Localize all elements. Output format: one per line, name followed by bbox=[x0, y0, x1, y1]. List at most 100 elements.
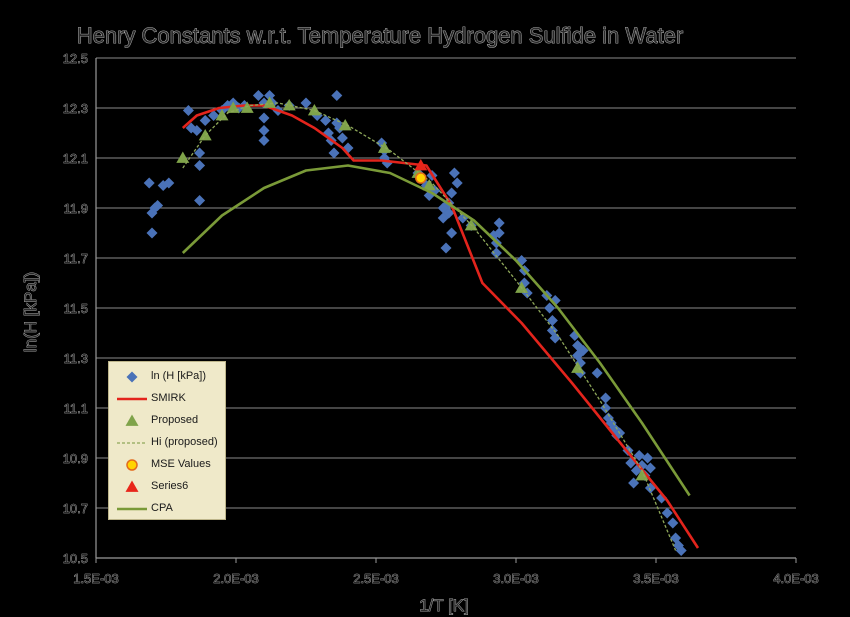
data-point-ln-h-kpa bbox=[336, 132, 348, 144]
y-tick-label: 11.5 bbox=[64, 301, 88, 316]
data-point-ln-h-kpa bbox=[544, 302, 556, 314]
legend-label: Hi (proposed) bbox=[151, 436, 218, 448]
legend-label: Proposed bbox=[151, 414, 199, 426]
data-point-proposed bbox=[377, 141, 391, 153]
legend-label: Series6 bbox=[151, 480, 189, 492]
y-tick-label: 12.5 bbox=[63, 51, 88, 66]
data-point-ln-h-kpa bbox=[182, 105, 194, 116]
data-point-ln-h-kpa bbox=[194, 147, 206, 159]
legend-swatch-smirk bbox=[117, 397, 147, 401]
series-cpa bbox=[181, 164, 691, 497]
data-point-ln-h-kpa bbox=[143, 177, 155, 189]
data-point-ln-h-kpa bbox=[152, 200, 164, 211]
series-line-smirk bbox=[181, 104, 700, 549]
data-point-ln-h-kpa bbox=[328, 147, 340, 159]
legend-swatch-proposed bbox=[125, 414, 139, 426]
legend-item-cpa: CPA bbox=[109, 499, 227, 519]
x-tick-label: 2.0E-03 bbox=[213, 571, 259, 586]
x-tick-label: 1.5E-03 bbox=[73, 571, 119, 586]
x-axis-title: 1/T [K] bbox=[419, 596, 469, 615]
data-point-proposed bbox=[422, 179, 436, 191]
data-point-ln-h-kpa bbox=[591, 367, 603, 379]
data-point-ln-h-kpa bbox=[493, 217, 505, 229]
legend-label: MSE Values bbox=[151, 458, 211, 470]
data-point-proposed bbox=[263, 96, 277, 108]
legend-swatch-hi-proposed bbox=[117, 442, 147, 444]
series-line-hi-proposed bbox=[182, 102, 677, 551]
legend-swatch-ln-h-kpa bbox=[126, 371, 138, 383]
data-point-series6 bbox=[414, 159, 428, 171]
data-point-ln-h-kpa bbox=[258, 112, 270, 124]
data-point-ln-h-kpa bbox=[252, 90, 264, 101]
data-point-ln-h-kpa bbox=[208, 110, 220, 121]
axis-layer: 10.5 10.7 10.9 11.1 11.3 11.5 11.7 11.9 12.1 12.3… bbox=[62, 51, 819, 587]
x-tick-label: 3.5E-03 bbox=[633, 571, 679, 586]
data-point-ln-h-kpa bbox=[194, 195, 206, 206]
data-point-ln-h-kpa bbox=[194, 160, 206, 171]
y-tick-label: 11.7 bbox=[64, 251, 88, 266]
chart-title: Henry Constants w.r.t. Temperature Hydro… bbox=[77, 23, 684, 48]
x-tick-label: 2.5E-03 bbox=[353, 571, 399, 586]
y-axis-title: ln(H [kPa]) bbox=[21, 272, 40, 352]
data-point-ln-h-kpa bbox=[258, 135, 270, 146]
data-point-ln-h-kpa bbox=[636, 460, 648, 471]
y-tick-label: 10.5 bbox=[63, 551, 88, 566]
data-point-ln-h-kpa bbox=[493, 227, 505, 239]
y-tick-label: 11.3 bbox=[64, 351, 88, 366]
x-tick-label: 3.0E-03 bbox=[493, 571, 539, 586]
data-point-proposed bbox=[338, 119, 352, 131]
data-point-ln-h-kpa bbox=[600, 402, 612, 414]
data-point-ln-h-kpa bbox=[451, 177, 463, 189]
legend-item-series6: Series6 bbox=[109, 477, 227, 497]
data-point-mse-values bbox=[415, 172, 427, 184]
data-point-ln-h-kpa bbox=[440, 242, 452, 254]
data-point-ln-h-kpa bbox=[642, 452, 654, 464]
legend-label: SMIRK bbox=[151, 392, 186, 404]
series-layer bbox=[143, 90, 700, 556]
x-tick-label: 4.0E-03 bbox=[773, 571, 819, 586]
data-point-ln-h-kpa bbox=[546, 315, 558, 326]
data-point-ln-h-kpa bbox=[661, 507, 673, 519]
data-point-ln-h-kpa bbox=[191, 125, 203, 136]
data-point-ln-h-kpa bbox=[446, 187, 458, 199]
data-point-ln-h-kpa bbox=[331, 90, 343, 101]
y-tick-label: 11.1 bbox=[64, 401, 88, 416]
y-tick-label: 12.3 bbox=[63, 101, 88, 116]
series-smirk bbox=[181, 104, 700, 549]
chart-legend: ln (H [kPa]) SMIRK Proposed Hi (proposed) MS… bbox=[108, 361, 226, 520]
legend-swatch-series6 bbox=[125, 480, 139, 492]
legend-swatch-mse-values bbox=[126, 459, 138, 471]
legend-item-proposed: Proposed bbox=[109, 411, 227, 431]
data-point-ln-h-kpa bbox=[600, 392, 612, 404]
legend-label: CPA bbox=[151, 502, 173, 514]
data-point-ln-h-kpa bbox=[448, 167, 460, 179]
data-point-proposed bbox=[176, 151, 190, 163]
data-point-ln-h-kpa bbox=[577, 345, 589, 356]
data-point-ln-h-kpa bbox=[258, 125, 270, 136]
data-point-ln-h-kpa bbox=[667, 517, 679, 529]
legend-item-hi-proposed: Hi (proposed) bbox=[109, 433, 227, 453]
legend-item-ln-h-kpa: ln (H [kPa]) bbox=[109, 367, 227, 387]
legend-item-smirk: SMIRK bbox=[109, 389, 227, 409]
legend-label: ln (H [kPa]) bbox=[151, 370, 207, 382]
series-hi-proposed bbox=[182, 102, 677, 551]
data-point-ln-h-kpa bbox=[300, 97, 312, 109]
data-point-proposed bbox=[635, 469, 649, 481]
data-point-proposed bbox=[571, 361, 585, 373]
data-point-proposed bbox=[215, 109, 229, 121]
data-point-ln-h-kpa bbox=[446, 227, 458, 239]
data-point-ln-h-kpa bbox=[675, 545, 687, 556]
data-point-proposed bbox=[282, 99, 296, 111]
y-tick-label: 12.1 bbox=[63, 151, 88, 166]
data-point-ln-h-kpa bbox=[633, 450, 645, 461]
y-tick-label: 11.9 bbox=[64, 201, 88, 216]
legend-swatch-cpa bbox=[117, 507, 147, 511]
data-point-ln-h-kpa bbox=[443, 207, 455, 219]
data-point-proposed bbox=[240, 101, 254, 113]
data-point-ln-h-kpa bbox=[146, 227, 158, 239]
series-line-cpa bbox=[181, 164, 691, 497]
data-point-ln-h-kpa bbox=[199, 115, 211, 126]
data-point-ln-h-kpa bbox=[163, 177, 175, 189]
